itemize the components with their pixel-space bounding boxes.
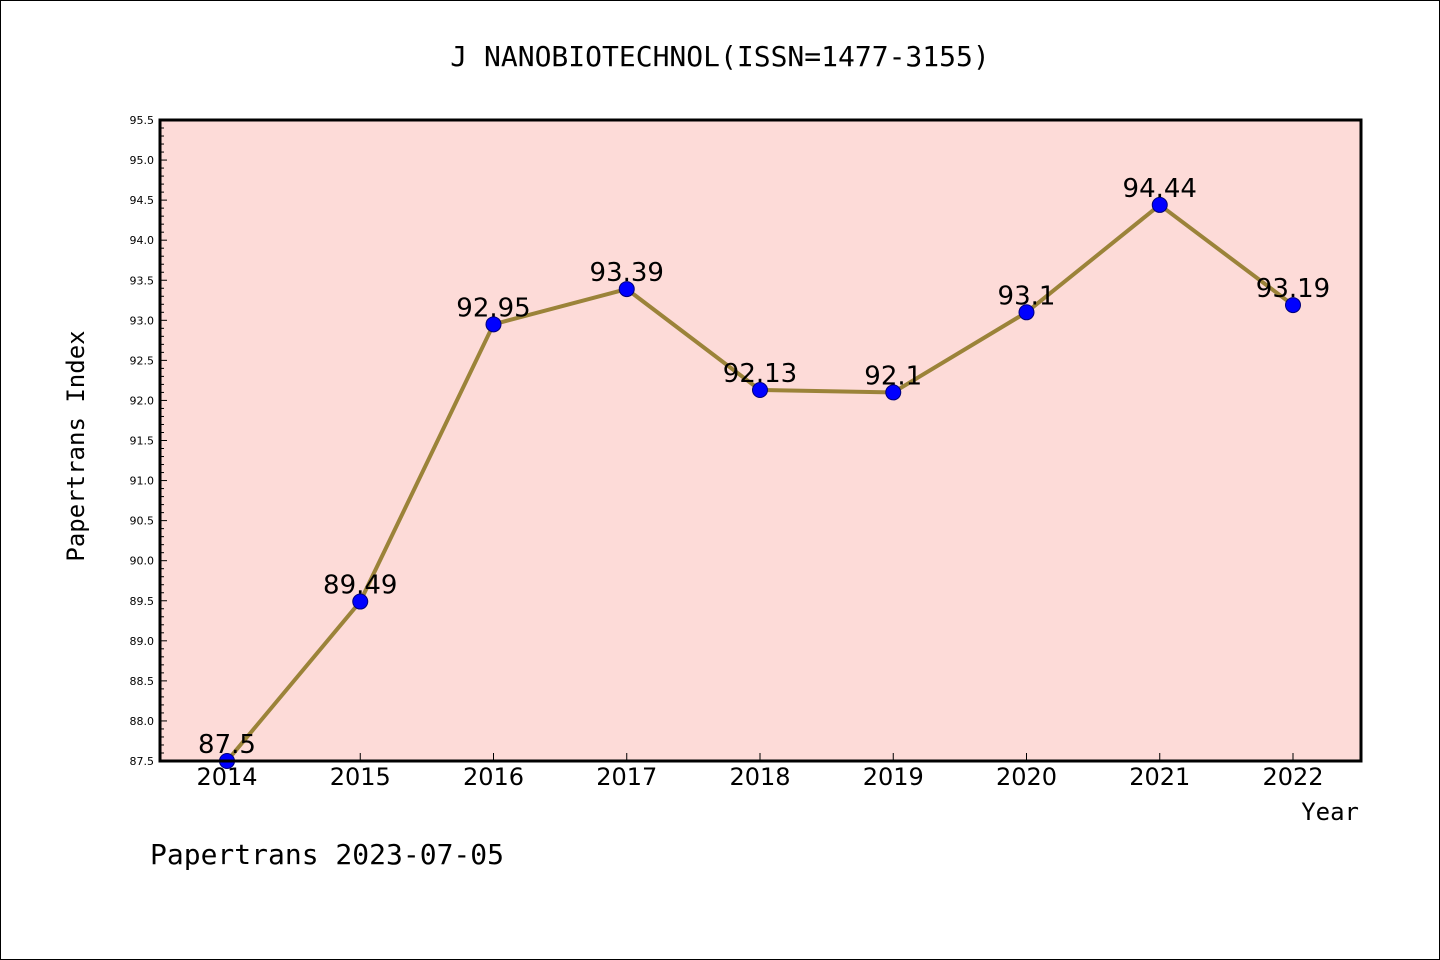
y-tick-label: 87.5 bbox=[130, 755, 155, 768]
chart-title: J NANOBIOTECHNOL(ISSN=1477-3155) bbox=[450, 40, 989, 73]
y-tick-label: 88.5 bbox=[130, 675, 155, 688]
data-point-marker bbox=[752, 382, 768, 399]
data-point-marker bbox=[1285, 297, 1301, 314]
footer-date: Papertrans 2023-07-05 bbox=[150, 838, 504, 871]
data-point-marker bbox=[1018, 304, 1035, 321]
x-tick-label: 2018 bbox=[729, 763, 790, 791]
data-point-marker bbox=[485, 316, 502, 333]
data-labels: 87.5 89.49 92.95 93.39 92.13 92.1 93.1 94.44 93.… bbox=[198, 174, 1330, 760]
y-tick-label: 95.0 bbox=[130, 154, 155, 167]
y-tick-label: 94.0 bbox=[130, 234, 155, 247]
y-tick-label: 92.0 bbox=[130, 394, 155, 407]
data-point-marker bbox=[885, 384, 902, 401]
y-tick-label: 92.5 bbox=[130, 354, 155, 367]
y-axis-label: Papertrans Index bbox=[62, 330, 90, 561]
y-tick-label: 88.0 bbox=[130, 715, 155, 728]
y-tick-label: 94.5 bbox=[130, 194, 155, 207]
data-point-label: 87.5 bbox=[198, 730, 256, 760]
data-point-label: 92.1 bbox=[864, 361, 922, 391]
plot-border bbox=[158, 118, 1363, 763]
y-tick-label: 93.5 bbox=[130, 274, 155, 287]
x-axis-label: Year bbox=[1301, 798, 1359, 826]
data-point-label: 93.1 bbox=[998, 281, 1056, 311]
x-tick-label: 2016 bbox=[463, 763, 524, 791]
y-tick-label: 89.5 bbox=[130, 595, 155, 608]
data-point-label: 89.49 bbox=[323, 571, 397, 601]
x-axis: 2014 2015 2016 2017 2018 2019 2020 2021 2022 bbox=[196, 753, 1324, 791]
data-point-label: 92.95 bbox=[456, 293, 530, 323]
data-point-marker bbox=[352, 593, 369, 610]
x-tick-label: 2019 bbox=[863, 763, 924, 791]
y-tick-label: 91.5 bbox=[130, 435, 155, 448]
x-tick-label: 2020 bbox=[996, 763, 1057, 791]
x-tick-label: 2017 bbox=[596, 763, 657, 791]
data-point-label: 92.13 bbox=[723, 359, 797, 389]
y-tick-label: 90.5 bbox=[130, 515, 155, 528]
y-tick-label: 95.5 bbox=[130, 114, 155, 127]
data-point-label: 93.19 bbox=[1256, 274, 1330, 304]
y-axis: 87.5 88.0 88.5 89.0 89.5 90.0 90.5 91.0 91.5 92.0… bbox=[130, 114, 167, 768]
x-tick-label: 2022 bbox=[1262, 763, 1323, 791]
x-tick-label: 2021 bbox=[1129, 763, 1190, 791]
data-point-marker bbox=[618, 281, 635, 298]
y-tick-label: 91.0 bbox=[130, 475, 155, 488]
data-point-marker bbox=[1151, 196, 1168, 213]
y-tick-label: 90.0 bbox=[130, 555, 155, 568]
y-tick-label: 93.0 bbox=[130, 314, 155, 327]
data-point-label: 93.39 bbox=[590, 258, 664, 288]
y-tick-label: 89.0 bbox=[130, 635, 155, 648]
data-point-label: 94.44 bbox=[1123, 174, 1197, 204]
x-tick-label: 2015 bbox=[330, 763, 391, 791]
plot-area bbox=[160, 120, 1361, 761]
